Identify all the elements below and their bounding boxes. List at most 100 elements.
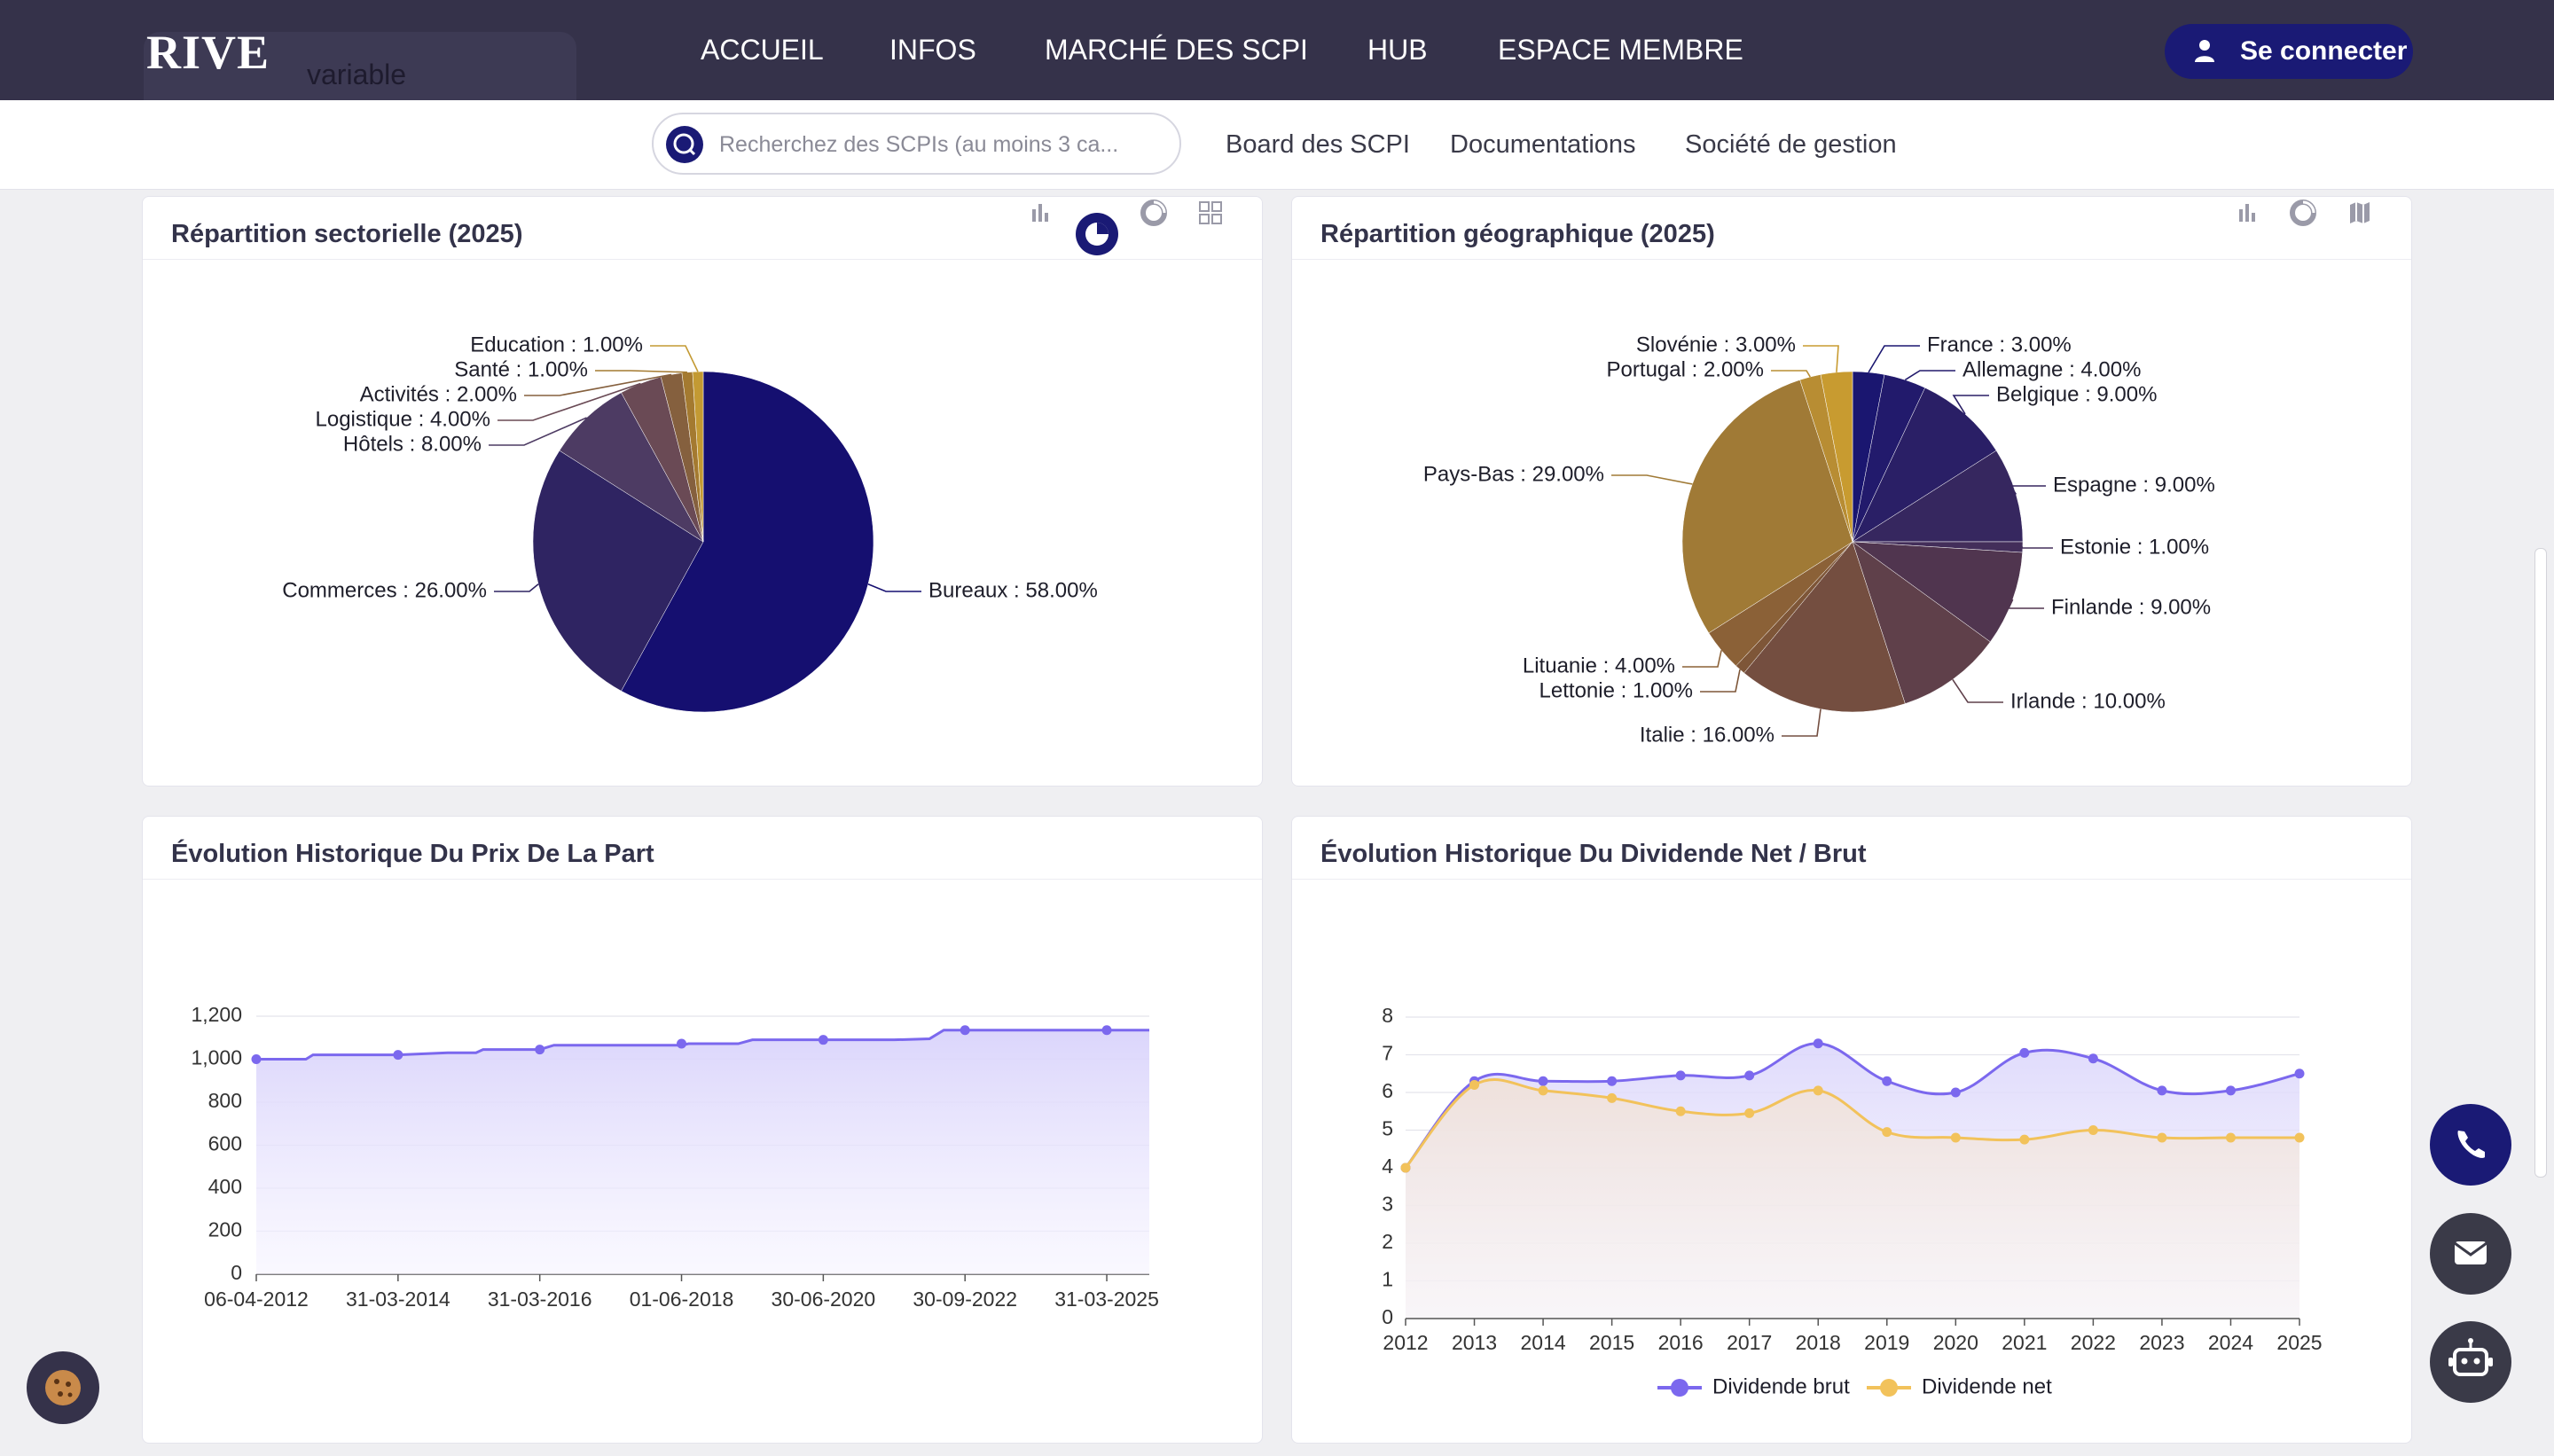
dividend-point-brut	[2157, 1085, 2167, 1096]
dividend-xtick-label: 2013	[1452, 1331, 1497, 1354]
pie-label-lituanie: Lituanie : 4.00%	[1523, 654, 1675, 677]
nav-infos[interactable]: INFOS	[889, 34, 976, 66]
pie-label-line	[1700, 669, 1741, 693]
robot-icon	[2448, 1338, 2493, 1376]
pie-label-line	[1904, 370, 1955, 381]
dividend-point-net	[1950, 1132, 1961, 1143]
nav-espace-membre[interactable]: ESPACE MEMBRE	[1498, 34, 1743, 66]
map-icon[interactable]	[2344, 197, 2376, 229]
dividend-xtick-label: 2017	[1727, 1331, 1772, 1354]
pie-label-line	[595, 370, 687, 373]
pie-slice-slovénie	[1820, 371, 1853, 543]
dividend-point-net	[2157, 1132, 2167, 1143]
dividend-ytick-label: 4	[1382, 1155, 1393, 1178]
dividend-line-chart: 0 1 2 3 4 5 6 7 8 2012 2013 2014 2015 2016 2017 2018 201…	[1382, 1004, 2322, 1398]
dividend-ytick-label: 2	[1382, 1230, 1393, 1253]
price-line-chart: 0 200 400 600 800 1,000 1,200 06-04-2012 31-03-2…	[191, 1003, 1158, 1311]
nav-marche-des-scpi[interactable]: MARCHÉ DES SCPI	[1045, 34, 1308, 66]
price-xtick-label: 30-06-2020	[772, 1288, 876, 1311]
dividend-xtick-label: 2022	[2071, 1331, 2116, 1354]
logo[interactable]: RIVE	[146, 26, 270, 79]
price-point	[393, 1050, 403, 1061]
dividend-xtick-label: 2015	[1589, 1331, 1634, 1354]
dividend-point-brut	[1882, 1076, 1892, 1086]
pie-label-lettonie: Lettonie : 1.00%	[1539, 678, 1693, 702]
pie-label-education: Education : 1.00%	[470, 333, 643, 356]
cookie-icon	[45, 1370, 81, 1405]
link-documentations[interactable]: Documentations	[1450, 130, 1636, 159]
pie-label-belgique: Belgique : 9.00%	[1996, 382, 2157, 406]
pie-label-santé: Santé : 1.00%	[454, 357, 588, 381]
dividend-ytick-label: 0	[1382, 1305, 1393, 1328]
donut-chart-icon[interactable]	[1138, 197, 1170, 229]
pie-label-pays-bas: Pays-Bas : 29.00%	[1423, 462, 1604, 486]
page-scrollbar[interactable]	[2534, 548, 2547, 1178]
pie-chart-icon[interactable]	[1076, 213, 1118, 255]
bar-chart-icon[interactable]	[1025, 197, 1057, 229]
dividend-xtick-label: 2024	[2208, 1331, 2253, 1354]
search-box[interactable]	[652, 113, 1181, 175]
link-societe-de-gestion[interactable]: Société de gestion	[1685, 130, 1897, 159]
pie-label-line	[1682, 650, 1722, 668]
pie-label-line	[2007, 599, 2044, 609]
legend-label-net: Dividende net	[1922, 1374, 2052, 1398]
pie-label-italie: Italie : 16.00%	[1640, 723, 1774, 747]
bar-chart-icon[interactable]	[2232, 197, 2264, 229]
dividend-point-net	[1882, 1127, 1892, 1138]
grid-icon[interactable]	[1195, 197, 1226, 229]
price-ytick-label: 400	[208, 1175, 242, 1198]
price-xtick-label: 30-09-2022	[913, 1288, 1017, 1311]
pie-label-line	[2009, 485, 2046, 495]
nav-hub[interactable]: HUB	[1367, 34, 1428, 66]
price-ytick-label: 1,000	[191, 1046, 242, 1069]
price-point	[1101, 1025, 1112, 1036]
search-icon[interactable]	[666, 126, 703, 163]
donut-chart-icon[interactable]	[2287, 197, 2319, 229]
pie-slice-irlande	[1852, 541, 1991, 704]
price-ytick-label: 0	[231, 1261, 242, 1284]
pie-label-line	[867, 583, 921, 592]
pie-slice-bureaux	[621, 371, 874, 713]
legend-label-brut: Dividende brut	[1712, 1374, 1850, 1398]
pie-label-commerces: Commerces : 26.00%	[282, 578, 487, 602]
chatbot-button[interactable]	[2430, 1321, 2511, 1403]
logo-subtitle: variable	[307, 59, 407, 90]
price-point	[818, 1035, 828, 1045]
link-board-des-scpi[interactable]: Board des SCPI	[1226, 130, 1410, 159]
dividend-point-net	[2225, 1132, 2236, 1143]
pie-label-line	[1952, 395, 1989, 415]
price-point	[960, 1025, 970, 1036]
dividend-point-brut	[2088, 1053, 2098, 1064]
pie-label-line	[489, 417, 587, 446]
price-xtick-label: 31-03-2016	[488, 1288, 592, 1311]
mail-button[interactable]	[2430, 1213, 2511, 1295]
price-xtick-label: 31-03-2014	[346, 1288, 450, 1311]
pie-slice-belgique	[1852, 387, 1997, 543]
dividend-point-brut	[1813, 1038, 1823, 1049]
cookie-settings-button[interactable]	[27, 1351, 99, 1424]
search-input[interactable]	[717, 127, 1164, 162]
dividend-xtick-label: 2023	[2139, 1331, 2184, 1354]
pie-label-line	[494, 583, 539, 592]
card-header-divider	[1292, 259, 2411, 260]
pie-label-line	[1782, 708, 1821, 737]
dividend-ytick-label: 3	[1382, 1193, 1393, 1216]
dividend-ytick-label: 1	[1382, 1268, 1393, 1291]
pie-label-activités: Activités : 2.00%	[360, 382, 517, 406]
phone-button[interactable]	[2430, 1104, 2511, 1186]
dividend-point-net	[2019, 1134, 2030, 1145]
pie-slice-hôtels	[559, 392, 704, 543]
price-ytick-label: 1,200	[191, 1003, 242, 1026]
pie-label-line	[1803, 345, 1839, 372]
pie-label-line	[1952, 678, 2003, 703]
price-ytick-label: 600	[208, 1132, 242, 1155]
nav-accueil[interactable]: ACCUEIL	[701, 34, 824, 66]
dividend-point-brut	[2225, 1085, 2236, 1096]
dividend-point-net	[2294, 1132, 2305, 1143]
dividend-xtick-label: 2018	[1796, 1331, 1841, 1354]
login-label: Se connecter	[2240, 36, 2408, 66]
secondary-navigation-bar: Board des SCPI Documentations Société de…	[0, 100, 2554, 190]
login-button[interactable]: Se connecter	[2165, 24, 2413, 79]
pie-label-line	[497, 382, 641, 421]
top-navigation-bar: variable RIVE ACCUEIL INFOS MARCHÉ DES S…	[0, 0, 2554, 100]
